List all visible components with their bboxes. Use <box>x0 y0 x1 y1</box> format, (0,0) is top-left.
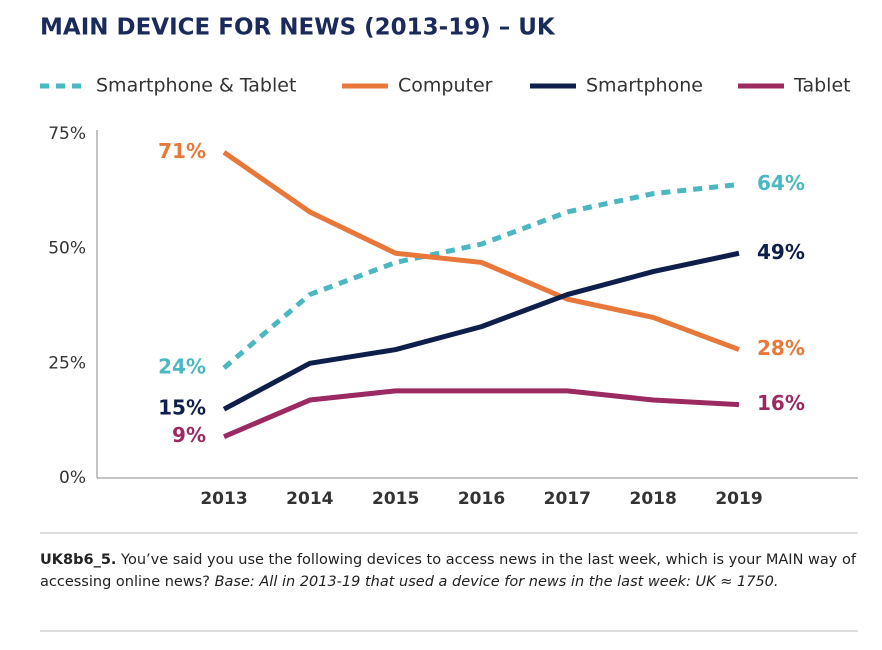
y-tick-label: 0% <box>59 468 86 488</box>
legend-label: Computer <box>398 75 493 97</box>
x-tick-label: 2019 <box>715 489 762 509</box>
y-tick-label: 75% <box>48 124 86 144</box>
data-label: 49% <box>757 240 805 264</box>
footnote-text: You’ve said you use the following device… <box>40 552 856 590</box>
x-tick-label: 2013 <box>200 489 247 509</box>
footnote-base: Base: All in 2013-19 that used a device … <box>214 574 779 590</box>
footnote: UK8b6_5. You’ve said you use the followi… <box>40 549 858 593</box>
data-label: 24% <box>158 354 206 378</box>
series-line <box>223 388 740 440</box>
x-tick-label: 2016 <box>458 489 505 509</box>
data-label: 16% <box>757 391 805 415</box>
x-tick-label: 2015 <box>372 489 419 509</box>
series-line <box>222 181 740 370</box>
data-label: 64% <box>757 171 805 195</box>
legend-label: Smartphone & Tablet <box>96 75 296 97</box>
chart-title: MAIN DEVICE FOR NEWS (2013-19) – UK <box>40 15 556 41</box>
legend-label: Tablet <box>793 75 851 97</box>
series-line <box>222 250 740 412</box>
y-tick-label: 25% <box>48 353 86 373</box>
data-label: 71% <box>158 139 206 163</box>
x-tick-label: 2014 <box>286 489 333 509</box>
data-label: 9% <box>172 423 206 447</box>
data-label: 15% <box>158 396 206 420</box>
series-line <box>222 150 740 352</box>
x-tick-label: 2017 <box>544 489 591 509</box>
legend-label: Smartphone <box>586 75 703 97</box>
data-label: 28% <box>757 336 805 360</box>
x-tick-label: 2018 <box>630 489 677 509</box>
y-tick-label: 50% <box>48 239 86 259</box>
footnote-code: UK8b6_5. <box>40 552 117 568</box>
